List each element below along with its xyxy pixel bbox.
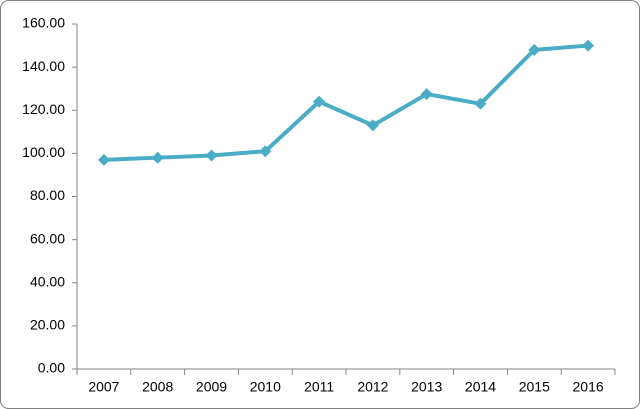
x-tick-label: 2010 (250, 379, 281, 395)
data-point (528, 43, 541, 56)
y-tick-label: 120.00 (22, 101, 65, 117)
data-point (259, 145, 272, 158)
data-point (97, 153, 110, 166)
y-tick-label: 160.00 (22, 15, 65, 31)
data-point (582, 39, 595, 52)
y-tick-label: 20.00 (30, 317, 65, 333)
x-tick-label: 2011 (304, 379, 334, 395)
series-line (103, 43, 589, 162)
x-tick-label: 2013 (411, 379, 442, 395)
x-tick-label: 2007 (88, 379, 119, 395)
y-tick-label: 0.00 (38, 360, 65, 376)
y-tick-label: 80.00 (30, 187, 65, 203)
x-tick-label: 2016 (573, 379, 604, 395)
x-tick-label: 2009 (196, 379, 227, 395)
y-tick-label: 140.00 (22, 58, 65, 74)
data-point (205, 149, 218, 162)
x-tick-label: 2015 (519, 379, 550, 395)
y-tick-label: 60.00 (30, 230, 65, 246)
data-point (474, 97, 487, 110)
x-tick-label: 2014 (465, 379, 496, 395)
y-tick-label: 40.00 (30, 273, 65, 289)
data-point (366, 119, 379, 132)
x-tick-label: 2008 (142, 379, 173, 395)
data-point (151, 151, 164, 164)
y-tick-label: 100.00 (22, 144, 65, 160)
data-point (420, 88, 433, 101)
data-point (313, 95, 326, 108)
x-tick-label: 2012 (357, 379, 388, 395)
